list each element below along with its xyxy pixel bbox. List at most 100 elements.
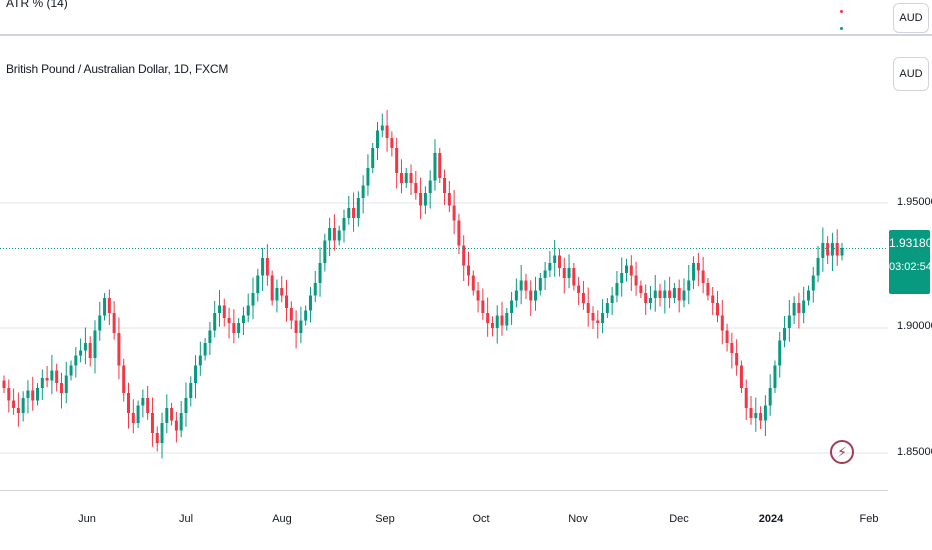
candle-body <box>222 305 226 318</box>
candle <box>783 316 787 348</box>
candle <box>323 233 327 272</box>
candle <box>471 270 475 296</box>
candle <box>2 375 6 393</box>
candle <box>79 338 83 363</box>
candle <box>83 327 87 365</box>
candle <box>538 273 542 296</box>
candle-body <box>337 230 341 241</box>
candle-body <box>12 400 16 408</box>
candle-body <box>79 350 83 356</box>
candle <box>601 299 605 334</box>
candle <box>816 246 820 283</box>
candle-body <box>371 148 375 168</box>
candle <box>179 401 183 438</box>
candle <box>26 380 30 414</box>
candle-body <box>26 390 30 398</box>
candle-body <box>586 303 590 313</box>
candle-body <box>802 300 806 313</box>
candle-body <box>428 180 432 193</box>
candle <box>754 397 758 432</box>
currency-button[interactable]: AUD <box>893 57 929 91</box>
candle <box>452 190 456 235</box>
candle <box>299 306 303 344</box>
candle <box>103 293 107 321</box>
candle <box>409 164 413 195</box>
candle-body <box>653 290 657 298</box>
candle-body <box>366 168 370 186</box>
candle-body <box>414 183 418 193</box>
chart-title: British Pound / Australian Dollar, 1D, F… <box>6 62 229 76</box>
candle <box>735 339 739 376</box>
candle-body <box>730 343 734 353</box>
candle <box>146 386 150 420</box>
candle-body <box>548 263 552 271</box>
candle <box>150 397 154 447</box>
candle-body <box>830 243 834 256</box>
candle <box>778 332 782 378</box>
candle <box>275 279 279 313</box>
candle <box>457 213 461 254</box>
bar-countdown: 03:02:54 <box>889 261 932 273</box>
candle <box>371 143 375 173</box>
candle-body <box>792 303 796 316</box>
candle-body <box>835 243 839 256</box>
candle <box>792 296 796 324</box>
candle <box>620 257 624 297</box>
candle <box>395 137 399 189</box>
candle <box>112 301 116 340</box>
candle <box>443 169 447 205</box>
candle-body <box>74 355 78 366</box>
candle <box>596 310 600 339</box>
candle-body <box>648 298 652 303</box>
candle <box>572 263 576 291</box>
candle-body <box>605 303 609 313</box>
candle <box>136 400 140 428</box>
candle <box>696 252 700 286</box>
atr-indicator-pane[interactable]: ATR % (14) <box>0 0 880 34</box>
candle <box>232 309 236 344</box>
candle-body <box>644 293 648 303</box>
time-axis-label: Feb <box>859 513 879 525</box>
candle <box>730 332 734 369</box>
candle-body <box>213 313 217 331</box>
candle-body <box>40 378 44 388</box>
candle <box>170 403 174 426</box>
candle-body <box>668 290 672 298</box>
candle-body <box>7 388 11 401</box>
candle-body <box>677 288 681 301</box>
pane-separator[interactable] <box>0 34 932 36</box>
candle-body <box>529 290 533 301</box>
price-chart[interactable] <box>0 36 888 494</box>
candle-body <box>356 198 360 218</box>
candle <box>294 310 298 349</box>
candle-body <box>64 375 68 393</box>
candle <box>773 360 777 393</box>
candle <box>241 307 245 335</box>
candle-body <box>763 405 767 421</box>
candle-body <box>538 278 542 291</box>
candle <box>270 270 274 306</box>
candle-body <box>141 398 145 406</box>
candle-body <box>423 193 427 206</box>
candle-body <box>174 420 178 431</box>
candle <box>787 300 791 342</box>
candle <box>256 268 260 302</box>
candle-body <box>706 283 710 296</box>
candle <box>567 254 571 289</box>
atr-currency-button[interactable]: AUD <box>893 3 929 33</box>
candle-body <box>117 333 121 366</box>
candle-body <box>275 288 279 301</box>
candle-body <box>610 295 614 303</box>
candle <box>682 278 686 308</box>
candle <box>739 360 743 393</box>
candle <box>280 276 284 303</box>
candle <box>332 214 336 251</box>
lightning-icon[interactable]: ⚡ <box>830 440 854 464</box>
candle-body <box>36 388 40 401</box>
candle-body <box>701 270 705 283</box>
candle-body <box>658 290 662 298</box>
time-axis-label: 2024 <box>758 513 784 525</box>
candle-body <box>203 343 207 356</box>
time-axis-border <box>0 490 888 491</box>
candle-body <box>505 313 509 326</box>
